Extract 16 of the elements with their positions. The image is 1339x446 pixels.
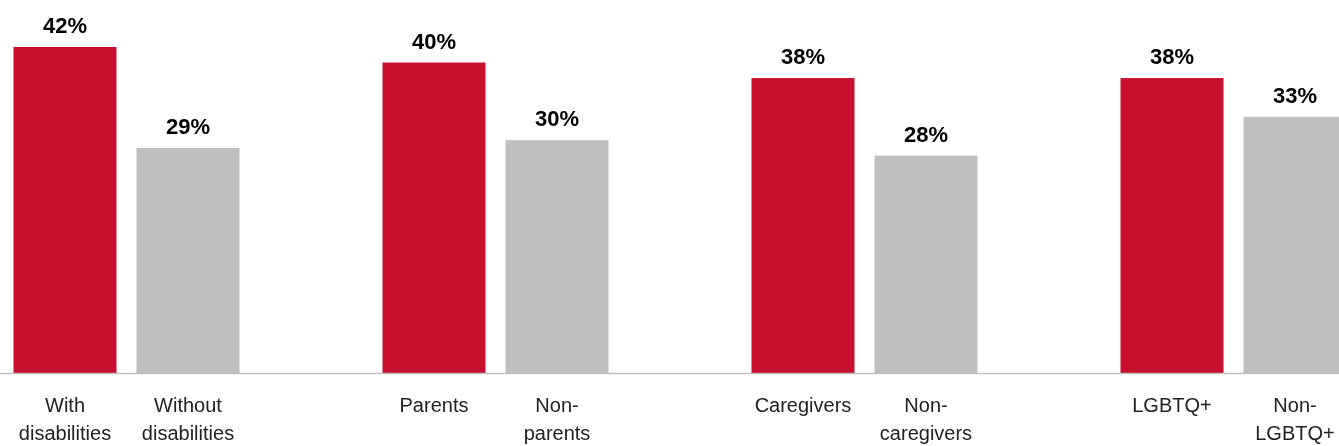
data-label: 28% [903,121,949,147]
data-label: 30% [534,106,580,132]
x-tick-label: Parents [399,394,469,416]
data-label: 42% [42,13,88,38]
x-tick-label: With disabilities [18,394,112,444]
x-tick-label: Non-parents [523,394,591,444]
x-tick-label: Without disabilities [141,394,235,444]
x-tick-label: LGBTQ+ [1132,394,1212,416]
data-label: 38% [1149,44,1195,70]
data-label: 40% [411,28,457,54]
data-label: 29% [165,113,211,139]
data-label: 38% [780,44,826,70]
x-tick-label: Non-caregivers [879,394,973,444]
data-label: 33% [1272,82,1318,108]
x-tick-label: Non-LGBTQ+ [1255,394,1335,444]
x-tick-label: Caregivers [754,394,852,416]
